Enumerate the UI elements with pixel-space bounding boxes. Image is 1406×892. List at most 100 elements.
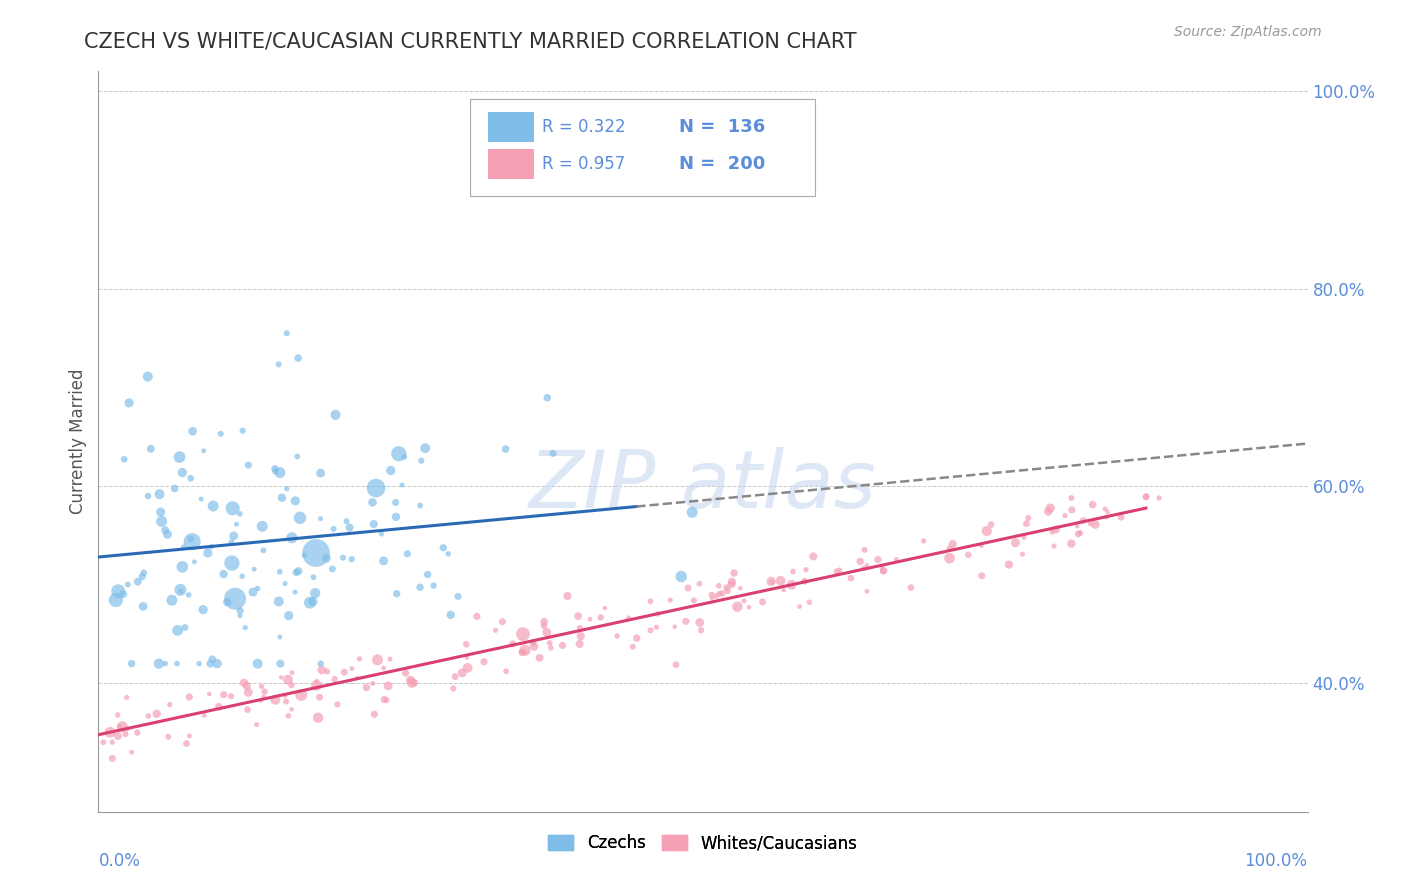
Point	[447, 590, 470, 604]
Point	[276, 326, 298, 341]
Point	[998, 558, 1021, 572]
Point	[1004, 535, 1026, 549]
FancyBboxPatch shape	[488, 112, 534, 142]
Point	[284, 493, 307, 508]
Point	[138, 709, 160, 723]
Point	[114, 727, 136, 741]
Point	[377, 679, 399, 693]
Point	[179, 729, 201, 743]
Point	[267, 357, 290, 371]
Point	[294, 549, 316, 563]
Point	[232, 424, 254, 438]
Point	[298, 596, 321, 610]
Text: 100.0%: 100.0%	[1244, 853, 1308, 871]
Point	[485, 624, 508, 638]
Point	[385, 587, 408, 601]
Point	[495, 442, 517, 456]
Point	[399, 673, 422, 687]
Point	[111, 720, 134, 734]
Point	[156, 527, 179, 541]
Point	[1043, 539, 1066, 553]
Point	[456, 637, 478, 651]
Point	[304, 586, 326, 600]
Point	[288, 511, 311, 525]
Point	[733, 594, 755, 608]
Point	[191, 602, 214, 616]
Point	[541, 446, 564, 460]
Point	[394, 665, 416, 680]
Text: N =  200: N = 200	[679, 155, 765, 173]
Point	[769, 574, 792, 588]
Point	[675, 615, 697, 629]
Point	[456, 650, 478, 665]
Point	[356, 681, 378, 695]
Point	[683, 593, 706, 607]
Point	[373, 692, 395, 706]
Point	[169, 582, 191, 597]
Point	[323, 672, 346, 686]
Point	[250, 680, 273, 694]
Point	[1097, 505, 1119, 519]
Point	[437, 547, 460, 561]
Point	[252, 543, 274, 558]
Point	[243, 562, 266, 576]
Point	[277, 708, 299, 723]
Point	[852, 561, 875, 575]
Point	[181, 424, 204, 438]
Point	[132, 599, 155, 614]
Point	[782, 565, 804, 579]
Point	[707, 579, 730, 593]
Point	[302, 570, 325, 584]
Point	[308, 690, 330, 705]
Point	[148, 657, 170, 671]
Point	[229, 608, 252, 623]
Point	[315, 551, 337, 566]
Point	[589, 610, 612, 624]
Point	[363, 517, 385, 532]
Point	[222, 529, 245, 543]
Point	[709, 587, 731, 601]
Point	[523, 640, 546, 654]
Point	[269, 657, 291, 671]
Point	[432, 541, 454, 555]
Point	[980, 517, 1002, 532]
Point	[176, 737, 198, 751]
Point	[451, 665, 474, 680]
Point	[150, 514, 173, 528]
Point	[853, 542, 876, 557]
Point	[522, 636, 544, 650]
Point	[593, 601, 616, 615]
Point	[1084, 517, 1107, 532]
Point	[224, 591, 246, 606]
Point	[169, 450, 191, 464]
Point	[900, 581, 922, 595]
Point	[285, 450, 308, 464]
Point	[307, 711, 329, 725]
Point	[640, 594, 662, 608]
Point	[825, 565, 848, 579]
Point	[269, 466, 291, 480]
Point	[976, 524, 998, 538]
Point	[269, 565, 291, 579]
Point	[725, 599, 748, 614]
Point	[551, 639, 574, 653]
Point	[326, 698, 349, 712]
Point	[1135, 490, 1157, 504]
Point	[866, 552, 889, 566]
Point	[700, 591, 723, 606]
Point	[121, 657, 143, 671]
Point	[180, 471, 202, 485]
Point	[117, 577, 139, 591]
Point	[465, 609, 488, 624]
Point	[688, 576, 710, 591]
Point	[751, 595, 773, 609]
Point	[491, 615, 513, 629]
Point	[721, 574, 744, 589]
Point	[112, 452, 135, 467]
Point	[970, 539, 993, 553]
Point	[938, 551, 960, 566]
Point	[149, 505, 172, 519]
Point	[136, 369, 159, 384]
Point	[205, 657, 228, 671]
Point	[1094, 502, 1116, 516]
